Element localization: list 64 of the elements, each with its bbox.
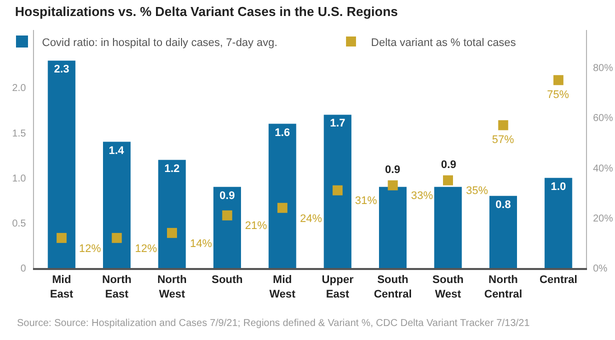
source-note: Source: Source: Hospitalization and Cases 7/9/21; Regions defined & Variant %, CDC Delta Variant Tracker 7/13/21 [17,318,530,329]
chart-title: Hospitalizations vs. % Delta Variant Cases in the U.S. Regions [15,4,398,20]
data-label: 1.0 [550,180,566,193]
data-label: 12% [135,243,158,255]
x-tick-label: North West [157,274,187,300]
y2-tick-label: 0% [593,264,608,274]
y-tick-label: 1.5 [12,128,26,140]
bar [544,178,572,268]
point [388,180,398,190]
data-label: 35% [466,185,488,197]
point [498,120,508,130]
x-tick-label: South Central [374,274,412,300]
x-tick-label: Mid East [50,274,74,300]
bar [158,160,186,268]
x-tick-label: Central [539,274,578,286]
data-label: 1.7 [330,118,346,130]
data-label: 0.9 [385,164,400,176]
data-label: 24% [300,213,322,225]
x-tick-label: Upper East [322,274,354,300]
data-label: 33% [411,190,434,202]
y2-tick-label: 60% [593,113,614,124]
point [56,232,67,243]
bar [324,114,352,268]
x-tick-label: North East [102,274,132,300]
y2-tick-label: 20% [593,213,614,224]
point [553,75,564,86]
bar [48,60,76,268]
x-tick-label: South West [432,274,464,300]
x-tick-label: North Central [484,274,522,300]
y-tick-label: 0.5 [12,218,26,230]
data-label: 0.8 [496,198,511,211]
legend-label: Covid ratio: in hospital to daily cases, 7-day avg. [42,36,278,49]
data-label: 0.9 [441,159,456,171]
data-label: 0.9 [220,190,235,202]
data-label: 2.3 [54,64,70,76]
bar [379,186,407,268]
bar [213,186,241,268]
point [332,185,343,196]
bar [489,196,517,268]
data-label: 31% [355,195,378,207]
data-label: 14% [190,238,212,250]
y-tick-label: 1.0 [12,173,26,184]
data-label: 21% [245,220,268,232]
bar [434,186,462,268]
y-tick-label: 2.0 [12,83,26,94]
y2-tick-label: 80% [593,63,614,74]
y2-tick-label: 40% [593,163,614,174]
bar [268,124,296,268]
data-label: 1.4 [108,144,125,157]
point [222,210,232,220]
point [112,232,122,243]
point [167,228,177,238]
bar [103,142,131,268]
point [443,175,453,186]
data-label: 12% [79,243,102,255]
point [277,202,288,213]
data-label: 1.6 [274,126,290,139]
x-tick-label: Mid West [269,274,296,300]
data-label: 57% [492,134,514,146]
data-label: 1.2 [164,162,180,175]
data-label: 75% [547,89,570,101]
x-tick-label: South [212,274,244,286]
legend-label: Delta variant as % total cases [371,36,516,49]
y-tick-label: 0 [20,264,26,274]
